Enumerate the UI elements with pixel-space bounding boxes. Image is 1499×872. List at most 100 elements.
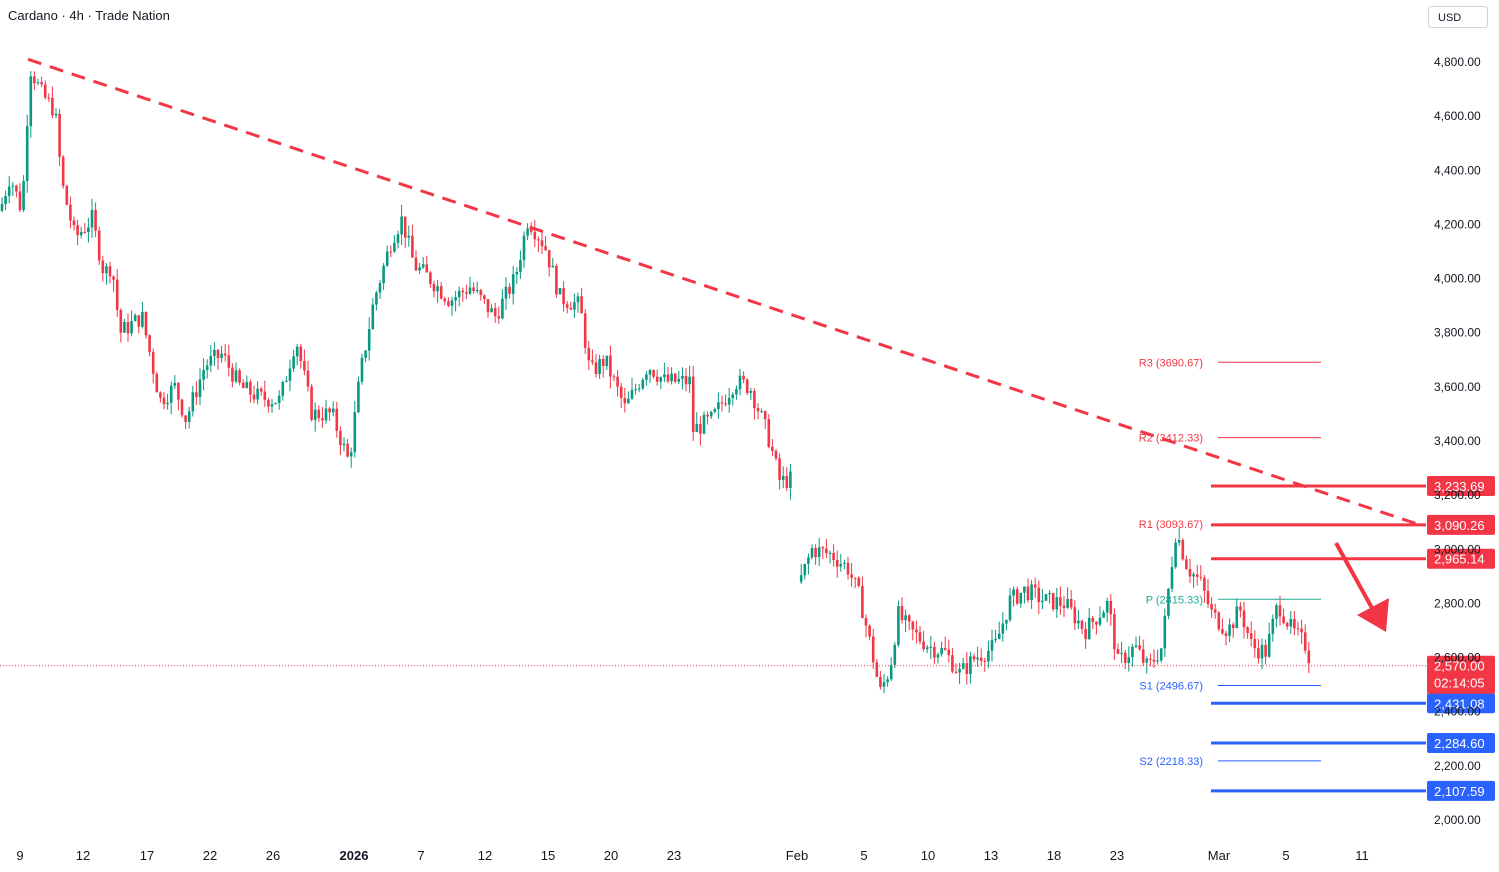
candle-body (270, 404, 274, 407)
candle-body (252, 394, 256, 400)
candle-body (533, 231, 537, 240)
candle-body (382, 265, 385, 284)
candle-body (684, 375, 688, 385)
arrow-layer (1334, 542, 1389, 632)
candle-body (832, 552, 835, 560)
candle-body (357, 381, 360, 413)
candle-body (1203, 577, 1206, 591)
candle-body (1051, 593, 1055, 610)
candle-body (317, 409, 321, 419)
candle-body (810, 547, 814, 558)
candle-body (83, 231, 87, 233)
price-tick-label: 3,200.00 (1434, 488, 1481, 502)
time-tick-label: 9 (16, 848, 23, 863)
candle-body (202, 369, 205, 380)
candle-body (1113, 614, 1116, 650)
candle-body (659, 377, 663, 382)
price-tick-label: 4,800.00 (1434, 55, 1481, 69)
currency-button[interactable]: USD (1428, 6, 1488, 28)
candle-body (511, 274, 515, 294)
candle-body (1030, 584, 1033, 601)
candle-body (580, 296, 583, 314)
time-tick-label: 7 (417, 848, 424, 863)
candle-body (1167, 588, 1170, 616)
candle-body (1109, 600, 1113, 615)
candle-body (1278, 605, 1282, 617)
candle-body (483, 295, 486, 299)
candle-body (47, 97, 51, 99)
candle-body (1228, 624, 1231, 636)
candle-body (1188, 569, 1192, 577)
candle-body (591, 360, 594, 363)
candle-body (846, 562, 850, 575)
pivot-label: P (2815.33) (1146, 594, 1203, 606)
candle-body (288, 368, 292, 381)
candle-body (126, 321, 130, 334)
candle-body (882, 682, 886, 687)
candle-body (907, 615, 911, 622)
candle-body (40, 82, 43, 85)
candle-body (900, 606, 904, 621)
candle-body (1253, 639, 1257, 649)
candle-body (393, 242, 396, 252)
candle-body (486, 298, 490, 313)
time-tick-label: 23 (1110, 848, 1124, 863)
candle-body (414, 257, 418, 271)
time-tick-label: 15 (541, 848, 555, 863)
candle-body (443, 298, 447, 302)
candle-body (1127, 657, 1131, 663)
candle-body (1231, 624, 1235, 629)
candle-body (69, 204, 72, 221)
candle-body (130, 321, 133, 334)
candle-body (108, 266, 112, 277)
candle-body (630, 389, 634, 399)
candle-body (965, 663, 969, 674)
candle-body (1249, 633, 1253, 640)
key-level-tag (1427, 732, 1495, 753)
candle-body (11, 185, 15, 187)
candle-body (691, 376, 695, 433)
candle-body (306, 370, 310, 387)
candle-body (504, 286, 508, 299)
candle-body (918, 632, 922, 642)
candle-body (969, 656, 972, 674)
candle-body (652, 370, 655, 377)
candle-body (238, 370, 241, 383)
candle-body (1131, 646, 1134, 658)
candle-body (551, 265, 555, 268)
price-tick-label: 2,600.00 (1434, 651, 1481, 665)
candle-body (234, 370, 238, 382)
candle-body (619, 386, 623, 399)
candle-body (274, 403, 277, 405)
candle-body (1275, 605, 1278, 619)
candle-body (886, 679, 889, 683)
candle-body (490, 308, 493, 313)
price-tick-label: 4,000.00 (1434, 272, 1481, 286)
candle-body (1206, 590, 1210, 605)
candle-body (947, 649, 951, 656)
resistance-trendline (27, 57, 1421, 527)
price-tick-label: 2,000.00 (1434, 813, 1481, 827)
candle-body (616, 376, 619, 387)
candle-body (544, 246, 547, 251)
candle-body (763, 411, 767, 420)
candle-body (1152, 659, 1156, 662)
candle-body (497, 316, 501, 319)
time-tick-label: 18 (1047, 848, 1061, 863)
candle-body (285, 380, 288, 382)
candle-body (54, 113, 58, 116)
time-tick-label: 12 (478, 848, 492, 863)
candle-body (159, 392, 162, 398)
candle-body (1260, 644, 1264, 659)
candle-body (137, 315, 141, 327)
candle-body (310, 386, 313, 420)
candle-body (781, 476, 785, 480)
candle-body (821, 547, 825, 549)
candle-body (742, 375, 745, 380)
candle-body (1037, 587, 1041, 603)
candle-body (771, 446, 774, 451)
candle-body (263, 391, 267, 400)
time-tick-label: 26 (266, 848, 280, 863)
candle-body (148, 335, 151, 353)
